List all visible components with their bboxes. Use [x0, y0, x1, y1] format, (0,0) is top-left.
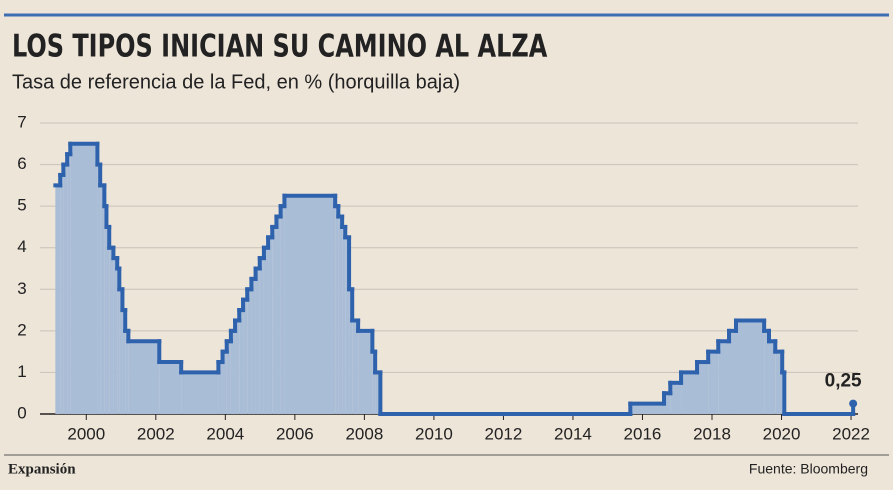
- area-step: [664, 393, 671, 414]
- area-step: [125, 330, 129, 414]
- x-tick-label: 2018: [693, 424, 731, 443]
- area-step: [276, 216, 281, 414]
- area-step: [226, 341, 231, 414]
- area-step: [775, 351, 783, 414]
- area-step: [119, 289, 123, 414]
- area-step: [259, 258, 264, 414]
- area-step: [729, 330, 736, 414]
- area-step: [349, 289, 353, 414]
- area-step: [247, 289, 252, 414]
- chart-subtitle: Tasa de referencia de la Fed, en % (horq…: [12, 71, 460, 93]
- area-step: [268, 237, 273, 414]
- x-tick-label: 2020: [763, 424, 801, 443]
- area-step: [670, 382, 682, 414]
- area-step: [735, 320, 765, 414]
- area-step: [708, 351, 719, 414]
- area-step: [358, 330, 373, 414]
- area-step: [106, 226, 110, 414]
- area-step: [372, 351, 376, 414]
- area-step: [342, 226, 346, 414]
- area-step: [113, 258, 118, 414]
- area-step: [230, 330, 236, 414]
- area-step: [159, 362, 182, 414]
- x-tick-label: 2010: [415, 424, 453, 443]
- brand: Expansión: [8, 461, 76, 477]
- area-step: [128, 341, 160, 414]
- area-step: [100, 185, 105, 414]
- x-tick-label: 2016: [624, 424, 662, 443]
- chart-title: LOS TIPOS INICIAN SU CAMINO AL ALZA: [12, 28, 548, 64]
- area-step: [243, 299, 248, 414]
- area-step: [122, 310, 126, 414]
- area-step: [352, 320, 359, 414]
- area-step: [109, 247, 114, 414]
- source: Fuente: Bloomberg: [749, 461, 868, 477]
- area-step: [63, 164, 68, 414]
- area-step: [284, 195, 336, 414]
- area-step: [70, 143, 98, 415]
- area-step: [769, 341, 776, 414]
- area-step: [335, 206, 339, 414]
- area-step: [263, 247, 269, 414]
- x-tick-label: 2008: [345, 424, 383, 443]
- x-tick-label: 2012: [485, 424, 523, 443]
- end-point: [849, 399, 858, 408]
- area-step: [697, 362, 709, 414]
- area-step: [681, 372, 698, 414]
- area-step: [251, 278, 256, 414]
- area-step: [718, 341, 730, 414]
- y-tick-label: 5: [17, 196, 26, 215]
- x-tick-label: 2014: [554, 424, 592, 443]
- area-step: [764, 330, 770, 414]
- area-step: [272, 226, 277, 414]
- x-tick-label: 2000: [67, 424, 105, 443]
- y-tick-label: 0: [17, 403, 26, 422]
- area-step: [60, 174, 64, 414]
- area-step: [280, 206, 285, 414]
- area-step: [345, 237, 350, 414]
- area-step: [239, 310, 244, 414]
- y-tick-label: 2: [17, 320, 26, 339]
- y-tick-label: 7: [17, 112, 26, 131]
- x-tick-label: 2022: [832, 424, 870, 443]
- area-step: [67, 154, 71, 414]
- area-step: [338, 216, 343, 414]
- area-step: [630, 403, 665, 414]
- x-tick-label: 2002: [137, 424, 175, 443]
- y-tick-label: 1: [17, 362, 26, 381]
- area-step: [235, 320, 240, 414]
- plot: 0 1 2 3 4 5 6 7 2000 2002 2004 2006 2008 2010 2012 2014…: [17, 112, 870, 443]
- area-step: [97, 164, 101, 414]
- x-tick-label: 2004: [206, 424, 244, 443]
- y-tick-label: 4: [17, 237, 26, 256]
- y-tick-label: 6: [17, 154, 26, 173]
- area-step: [181, 372, 219, 414]
- y-tick-label: 3: [17, 279, 26, 298]
- area-step: [218, 362, 223, 414]
- area-step: [222, 351, 227, 414]
- area-step: [55, 185, 61, 414]
- area-step: [117, 268, 120, 414]
- area-step: [255, 268, 260, 414]
- x-tick-label: 2006: [276, 424, 314, 443]
- value-label: 0,25: [825, 371, 862, 392]
- area-step: [375, 372, 381, 414]
- area-step: [104, 206, 107, 414]
